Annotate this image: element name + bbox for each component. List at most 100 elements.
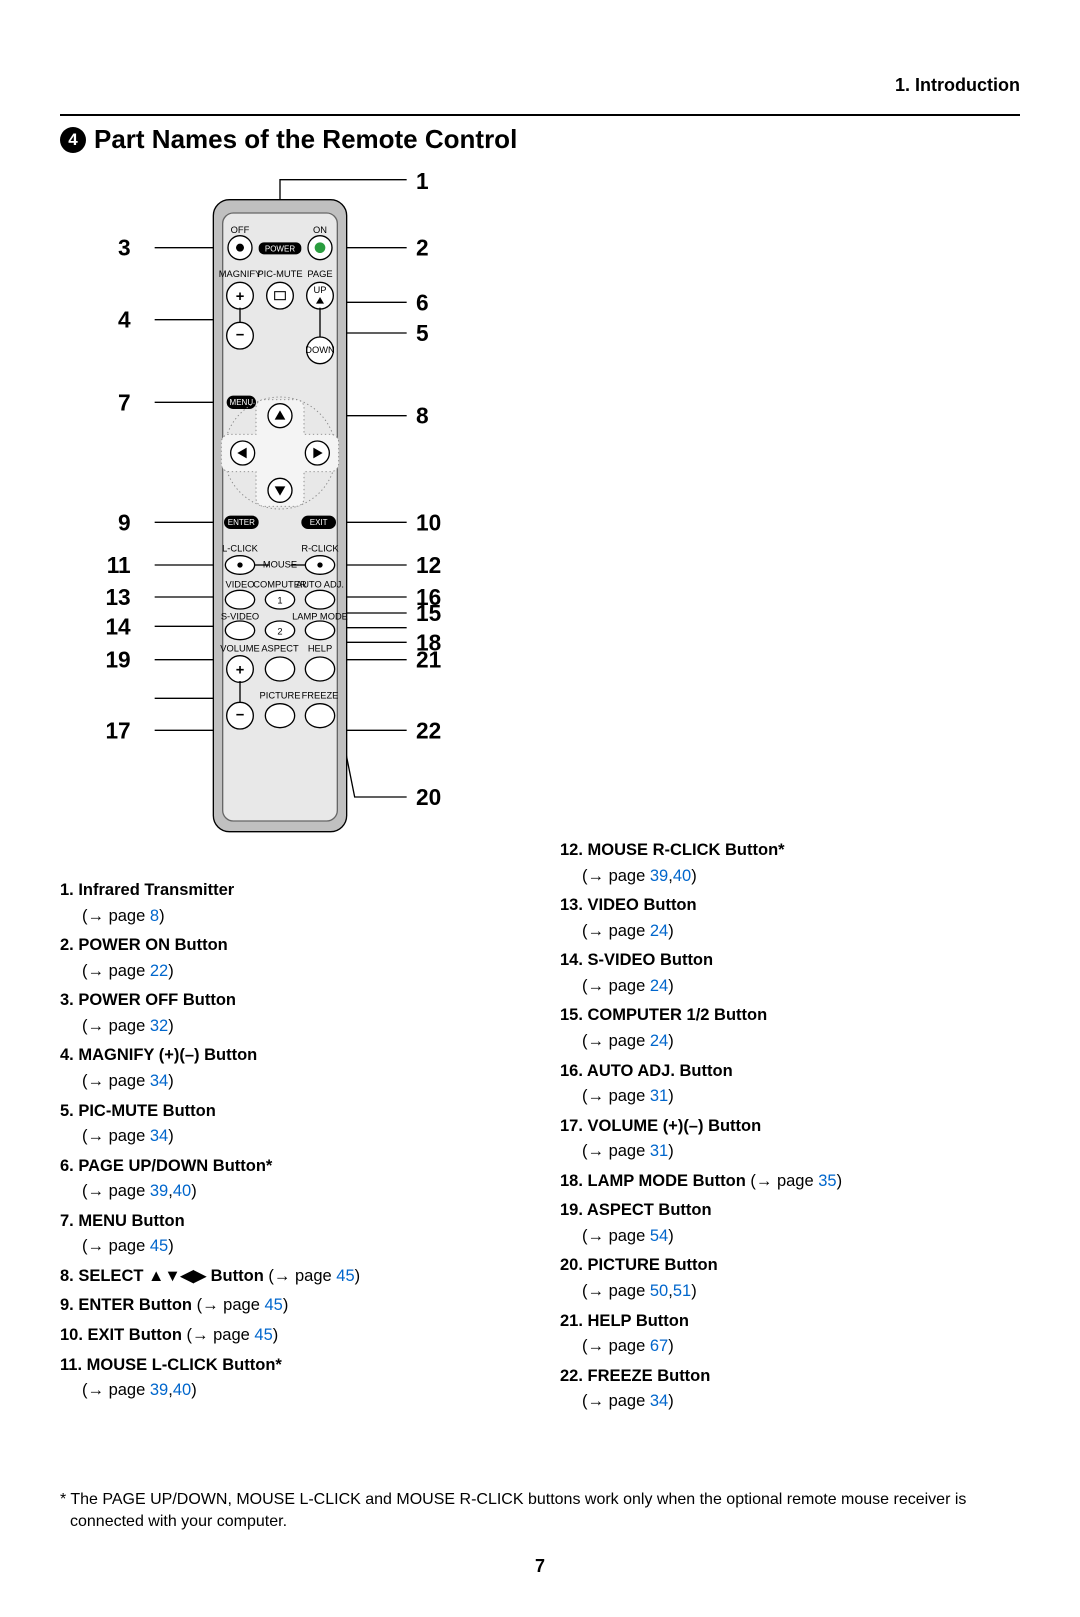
page-ref-link[interactable]: 50 xyxy=(650,1282,668,1300)
svg-text:6: 6 xyxy=(416,289,429,315)
svg-text:PAGE: PAGE xyxy=(307,269,332,279)
page-ref-link[interactable]: 45 xyxy=(150,1237,168,1255)
page-ref-link[interactable]: 39 xyxy=(150,1182,168,1200)
page-ref-link[interactable]: 32 xyxy=(150,1017,168,1035)
item-ref-line: (→ page 34) xyxy=(560,1389,1020,1415)
svg-text:ON: ON xyxy=(313,225,327,235)
item-title: 4. MAGNIFY (+)(–) Button xyxy=(60,1046,257,1064)
item-title: 12. MOUSE R-CLICK Button* xyxy=(560,841,785,859)
svg-text:EXIT: EXIT xyxy=(310,518,328,527)
item-ref-line: (→ page 8) xyxy=(60,904,520,930)
item-title: 21. HELP Button xyxy=(560,1312,689,1330)
parts-lists: 1. Infrared Transmitter (→ page 8) 2. POWE… xyxy=(60,878,1020,1459)
parts-list-item: 17. VOLUME (+)(–) Button(→ page 31) xyxy=(560,1114,1020,1165)
page-ref-link[interactable]: 45 xyxy=(254,1326,272,1344)
page-ref-link[interactable]: 24 xyxy=(650,1032,668,1050)
parts-list-item: 2. POWER ON Button (→ page 22) xyxy=(60,933,520,984)
svg-text:2: 2 xyxy=(277,626,282,636)
item-title: 22. FREEZE Button xyxy=(560,1367,710,1385)
section-number-badge: 4 xyxy=(60,127,86,153)
svg-text:12: 12 xyxy=(416,552,441,578)
page-ref-link[interactable]: 24 xyxy=(650,922,668,940)
item-title: 8. SELECT ▲▼◀▶ Button xyxy=(60,1267,264,1285)
svg-text:2: 2 xyxy=(416,235,429,261)
header-rule xyxy=(60,114,1020,116)
item-ref-line: (→ page 39,40) xyxy=(560,864,1020,890)
item-ref-line: (→ page 24) xyxy=(560,1029,1020,1055)
svg-text:ASPECT: ASPECT xyxy=(261,644,299,654)
svg-text:PIC-MUTE: PIC-MUTE xyxy=(257,269,302,279)
svg-text:3: 3 xyxy=(118,235,131,261)
page-ref-link[interactable]: 40 xyxy=(673,867,691,885)
item-title: 19. ASPECT Button xyxy=(560,1201,712,1219)
item-ref-line: (→ page 22) xyxy=(60,959,520,985)
item-ref-line: (→ page 45) xyxy=(60,1234,520,1260)
item-ref-line: (→ page 54) xyxy=(560,1224,1020,1250)
remote-diagram: OFF ON POWER MAGNIFY PIC-MUTE PAGE xyxy=(60,173,480,858)
svg-text:OFF: OFF xyxy=(231,225,250,235)
item-title: 13. VIDEO Button xyxy=(560,896,697,914)
item-title: 1. Infrared Transmitter xyxy=(60,881,234,899)
item-title: 14. S-VIDEO Button xyxy=(560,951,713,969)
parts-list-item: 16. AUTO ADJ. Button(→ page 31) xyxy=(560,1059,1020,1110)
svg-text:20: 20 xyxy=(416,784,441,810)
svg-text:7: 7 xyxy=(118,389,131,415)
page-ref-link[interactable]: 31 xyxy=(650,1087,668,1105)
page-ref-link[interactable]: 31 xyxy=(650,1142,668,1160)
parts-list-item: 6. PAGE UP/DOWN Button*(→ page 39,40) xyxy=(60,1154,520,1205)
parts-list-item: 10. EXIT Button (→ page 45) xyxy=(60,1323,520,1349)
parts-list-item: 13. VIDEO Button (→ page 24) xyxy=(560,893,1020,944)
svg-text:MOUSE: MOUSE xyxy=(263,560,297,570)
item-title: 9. ENTER Button xyxy=(60,1296,192,1314)
page-ref-link[interactable]: 67 xyxy=(650,1337,668,1355)
svg-text:+: + xyxy=(236,289,245,305)
svg-text:16: 16 xyxy=(416,584,441,610)
page-ref-link[interactable]: 51 xyxy=(673,1282,691,1300)
page-ref-link[interactable]: 22 xyxy=(150,962,168,980)
svg-text:ENTER: ENTER xyxy=(228,518,255,527)
svg-text:19: 19 xyxy=(105,647,130,673)
page-ref-link[interactable]: 39 xyxy=(150,1381,168,1399)
page-ref-link[interactable]: 34 xyxy=(650,1392,668,1410)
svg-text:VIDEO: VIDEO xyxy=(225,580,254,590)
parts-list-item: 21. HELP Button(→ page 67) xyxy=(560,1309,1020,1360)
page-ref-link[interactable]: 39 xyxy=(650,867,668,885)
svg-text:10: 10 xyxy=(416,509,441,535)
svg-text:VOLUME: VOLUME xyxy=(220,644,259,654)
page-ref-link[interactable]: 40 xyxy=(173,1381,191,1399)
svg-text:PICTURE: PICTURE xyxy=(260,690,301,700)
page-ref-link[interactable]: 24 xyxy=(650,977,668,995)
item-title: 3. POWER OFF Button xyxy=(60,991,236,1009)
section-title: 4 Part Names of the Remote Control xyxy=(60,124,1020,155)
page-ref-link[interactable]: 45 xyxy=(336,1267,354,1285)
item-ref-line: (→ page 24) xyxy=(560,919,1020,945)
parts-list-item: 14. S-VIDEO Button(→ page 24) xyxy=(560,948,1020,999)
page-ref-link[interactable]: 45 xyxy=(264,1296,282,1314)
item-ref-line: (→ page 39,40) xyxy=(60,1179,520,1205)
svg-text:+: + xyxy=(236,662,245,678)
svg-text:14: 14 xyxy=(105,613,131,639)
parts-list-item: 12. MOUSE R-CLICK Button* (→ page 39,40) xyxy=(560,838,1020,889)
svg-text:−: − xyxy=(236,708,245,724)
diagram-row: OFF ON POWER MAGNIFY PIC-MUTE PAGE xyxy=(60,173,1020,858)
svg-text:22: 22 xyxy=(416,717,441,743)
item-title: 11. MOUSE L-CLICK Button* xyxy=(60,1356,282,1374)
svg-text:1: 1 xyxy=(277,596,282,606)
page-ref-link[interactable]: 8 xyxy=(150,907,159,925)
parts-list-item: 8. SELECT ▲▼◀▶ Button (→ page 45) xyxy=(60,1264,520,1290)
svg-text:LAMP MODE: LAMP MODE xyxy=(292,612,348,622)
page-ref-link[interactable]: 34 xyxy=(150,1127,168,1145)
svg-text:FREEZE: FREEZE xyxy=(302,690,339,700)
page: 1. Introduction 4 Part Names of the Remo… xyxy=(0,0,1080,1617)
parts-list-item: 18. LAMP MODE Button (→ page 35) xyxy=(560,1169,1020,1195)
svg-text:21: 21 xyxy=(416,647,441,673)
page-ref-link[interactable]: 35 xyxy=(818,1172,836,1190)
item-title: 10. EXIT Button xyxy=(60,1326,182,1344)
page-ref-link[interactable]: 54 xyxy=(650,1227,668,1245)
parts-list-item: 4. MAGNIFY (+)(–) Button(→ page 34) xyxy=(60,1043,520,1094)
page-ref-link[interactable]: 40 xyxy=(173,1182,191,1200)
page-ref-link[interactable]: 34 xyxy=(150,1072,168,1090)
item-title: 2. POWER ON Button xyxy=(60,936,228,954)
item-ref-line: (→ page 39,40) xyxy=(60,1378,520,1404)
svg-text:1: 1 xyxy=(416,173,429,194)
